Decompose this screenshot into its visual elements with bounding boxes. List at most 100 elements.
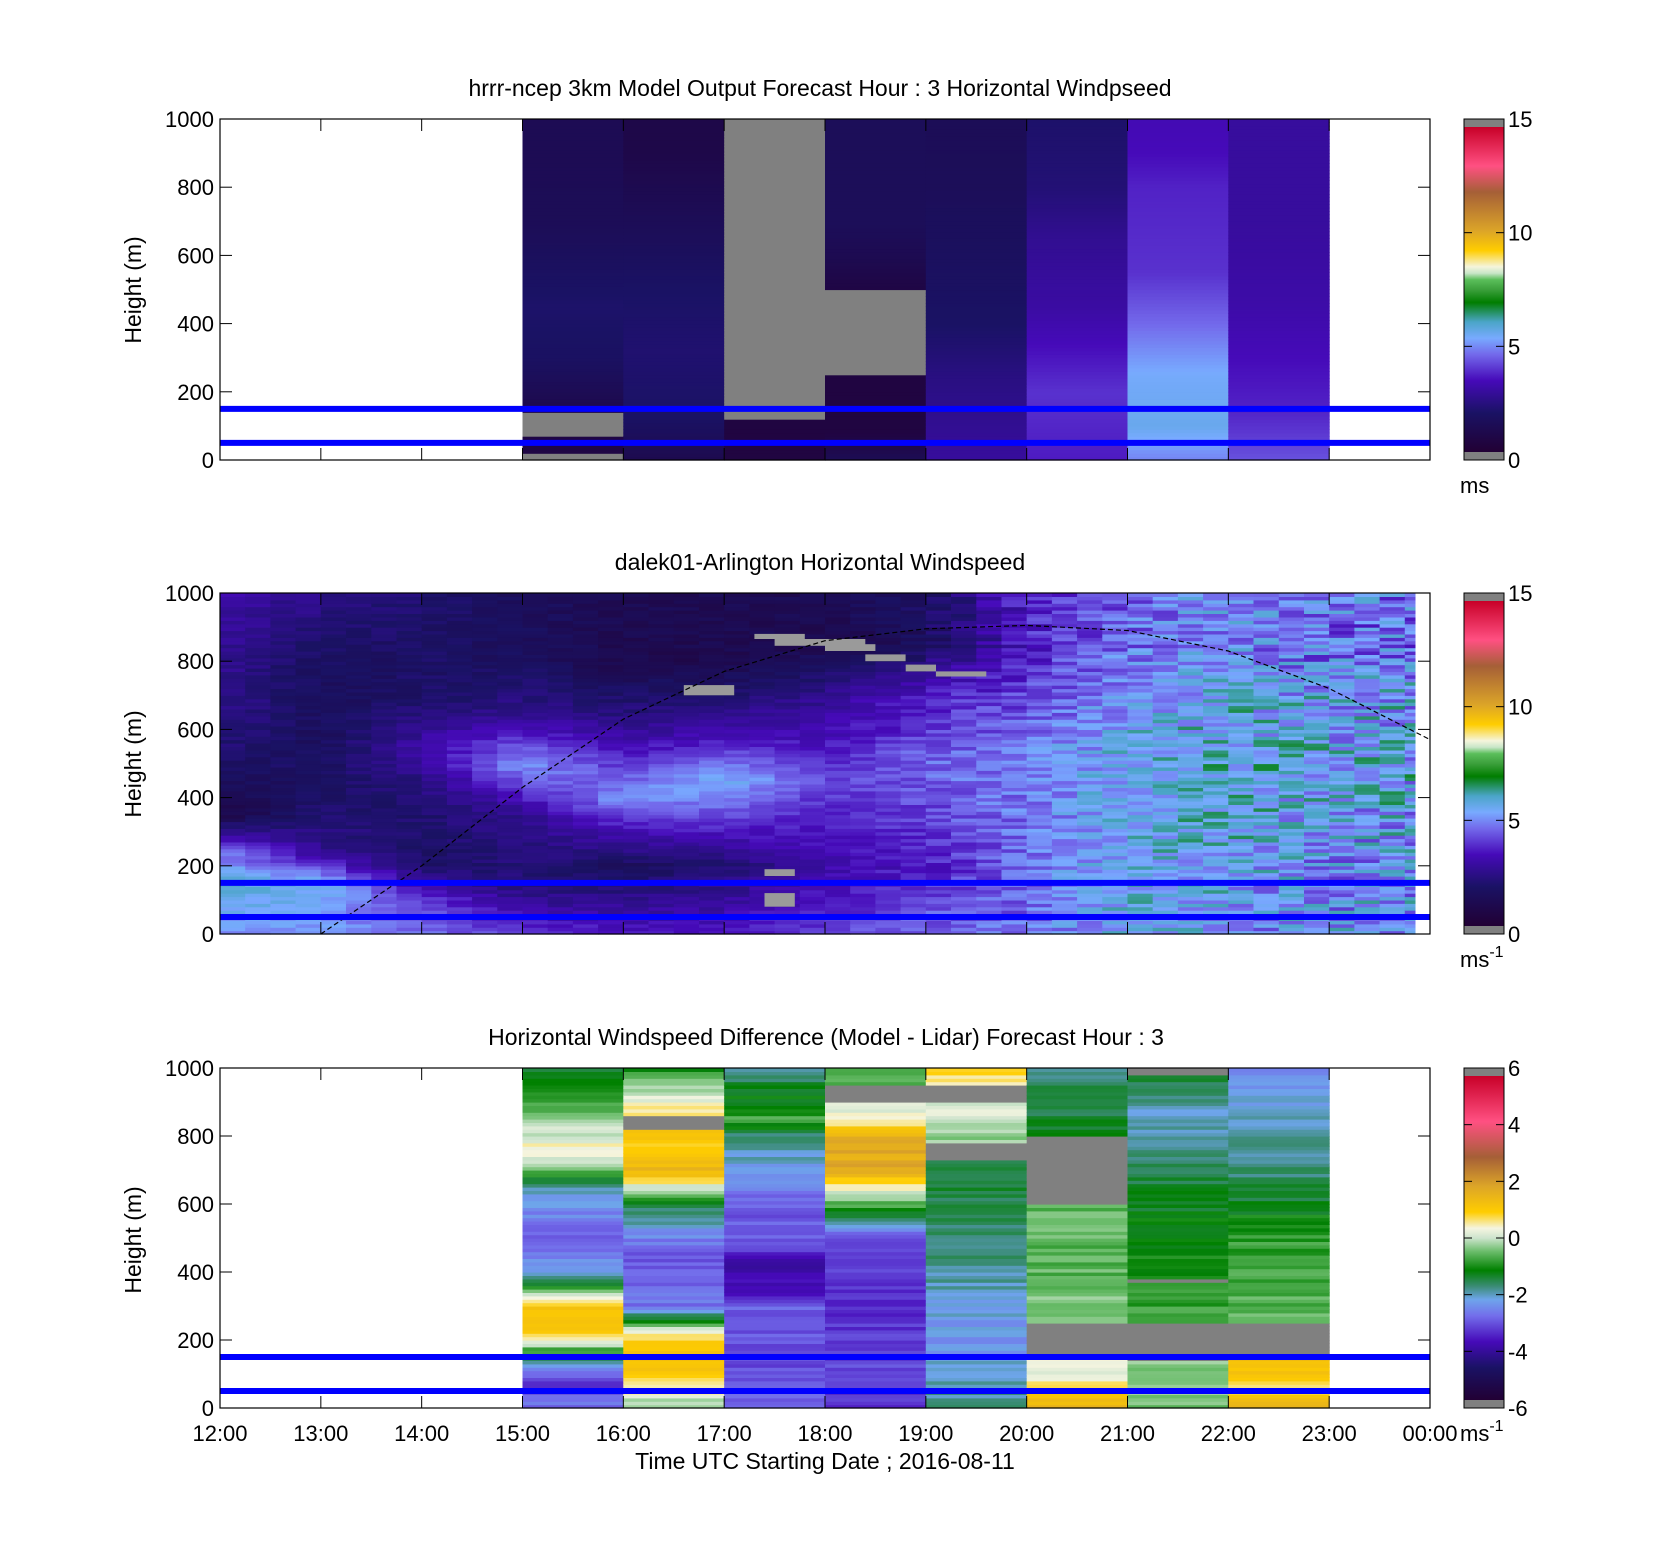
heatmap-cell — [320, 821, 347, 826]
heatmap-cell — [1127, 446, 1229, 451]
heatmap-cell — [421, 647, 448, 652]
heatmap-cell — [270, 657, 297, 662]
heatmap-cell — [547, 930, 574, 935]
heatmap-cell — [875, 630, 902, 635]
heatmap-cell — [648, 647, 675, 652]
heatmap-cell — [472, 603, 498, 608]
heatmap-cell — [623, 241, 725, 246]
heatmap-cell — [1228, 173, 1330, 178]
heatmap-cell — [825, 310, 927, 314]
heatmap-cell — [320, 872, 347, 877]
heatmap-cell — [497, 688, 524, 693]
heatmap-cell — [1203, 736, 1229, 741]
heatmap-cell — [421, 838, 448, 843]
heatmap-cell — [1228, 715, 1255, 720]
heatmap-cell — [1127, 310, 1229, 314]
heatmap-cell — [1026, 374, 1129, 379]
heatmap-cell — [900, 760, 927, 765]
heatmap-cell — [1001, 760, 1028, 765]
heatmap-cell — [1177, 899, 1204, 904]
heatmap-cell — [1228, 354, 1330, 359]
heatmap-cell — [497, 920, 524, 925]
heatmap-cell — [749, 627, 776, 632]
heatmap-cell — [1051, 756, 1078, 761]
heatmap-cell — [1102, 726, 1129, 730]
heatmap-cell — [1228, 685, 1255, 690]
heatmap-cell — [421, 923, 448, 928]
heatmap-cell — [1001, 627, 1028, 632]
heatmap-cell — [951, 664, 977, 669]
heatmap-cell — [648, 657, 675, 662]
heatmap-cell — [497, 760, 524, 765]
heatmap-cell — [648, 889, 675, 894]
heatmap-cell — [648, 855, 675, 860]
heatmap-cell — [295, 787, 322, 792]
heatmap-cell — [547, 647, 574, 652]
heatmap-cell — [1127, 804, 1154, 809]
heatmap-cell — [1077, 814, 1103, 819]
heatmap-cell — [623, 197, 725, 202]
heatmap-cell — [623, 705, 650, 710]
heatmap-cell — [1001, 770, 1028, 775]
heatmap-cell — [1228, 357, 1330, 362]
heatmap-cell — [1001, 620, 1028, 625]
heatmap-cell — [497, 845, 524, 850]
heatmap-cell — [799, 691, 826, 696]
heatmap-cell — [1127, 678, 1154, 683]
heatmap-cell — [749, 736, 776, 741]
heatmap-cell — [648, 811, 675, 816]
heatmap-cell — [598, 872, 624, 877]
heatmap-cell — [497, 674, 524, 679]
heatmap-cell — [1051, 753, 1078, 758]
heatmap-cell — [724, 838, 750, 843]
heatmap-cell — [522, 859, 549, 863]
heatmap-cell — [1001, 766, 1028, 771]
heatmap-cell — [900, 705, 927, 710]
heatmap-cell — [1051, 766, 1078, 771]
heatmap-cell — [925, 627, 952, 632]
heatmap-cell — [1026, 872, 1053, 877]
heatmap-cell — [673, 794, 700, 799]
heatmap-cell — [497, 821, 524, 826]
heatmap-cell — [1026, 719, 1053, 724]
heatmap-cell — [623, 889, 650, 894]
heatmap-cell — [472, 674, 498, 679]
heatmap-cell — [724, 190, 826, 195]
heatmap-cell — [522, 262, 624, 267]
heatmap-cell — [346, 719, 372, 724]
heatmap-cell — [799, 869, 826, 874]
heatmap-cell — [799, 746, 826, 751]
heatmap-cell — [1077, 739, 1103, 744]
heatmap-cell — [1026, 159, 1129, 164]
heatmap-cell — [572, 896, 599, 901]
heatmap-cell — [1152, 695, 1179, 700]
heatmap-cell — [245, 726, 271, 730]
heatmap-cell — [648, 681, 675, 686]
heatmap-cell — [1051, 736, 1078, 741]
heatmap-cell — [572, 872, 599, 877]
heatmap-cell — [724, 852, 750, 857]
heatmap-cell — [623, 923, 650, 928]
heatmap-cell — [850, 818, 876, 823]
heatmap-cell — [1077, 708, 1103, 713]
heatmap-cell — [446, 906, 473, 911]
heatmap-cell — [1228, 224, 1330, 229]
heatmap-cell — [875, 770, 902, 775]
heatmap-cell — [825, 432, 927, 437]
heatmap-cell — [320, 886, 347, 891]
heatmap-cell — [245, 630, 271, 635]
heatmap-cell — [1203, 872, 1229, 877]
heatmap-cell — [850, 869, 876, 874]
heatmap-cell — [673, 620, 700, 625]
heatmap-cell — [1228, 828, 1255, 833]
heatmap-cell — [497, 930, 524, 935]
heatmap-cell — [900, 930, 927, 935]
heatmap-cell — [1228, 347, 1330, 352]
heatmap-cell — [648, 678, 675, 683]
heatmap-cell — [497, 893, 524, 898]
heatmap-cell — [1127, 876, 1154, 880]
heatmap-cell — [825, 153, 927, 158]
heatmap-cell — [623, 620, 650, 625]
heatmap-cell — [371, 824, 398, 829]
heatmap-cell — [724, 889, 750, 894]
